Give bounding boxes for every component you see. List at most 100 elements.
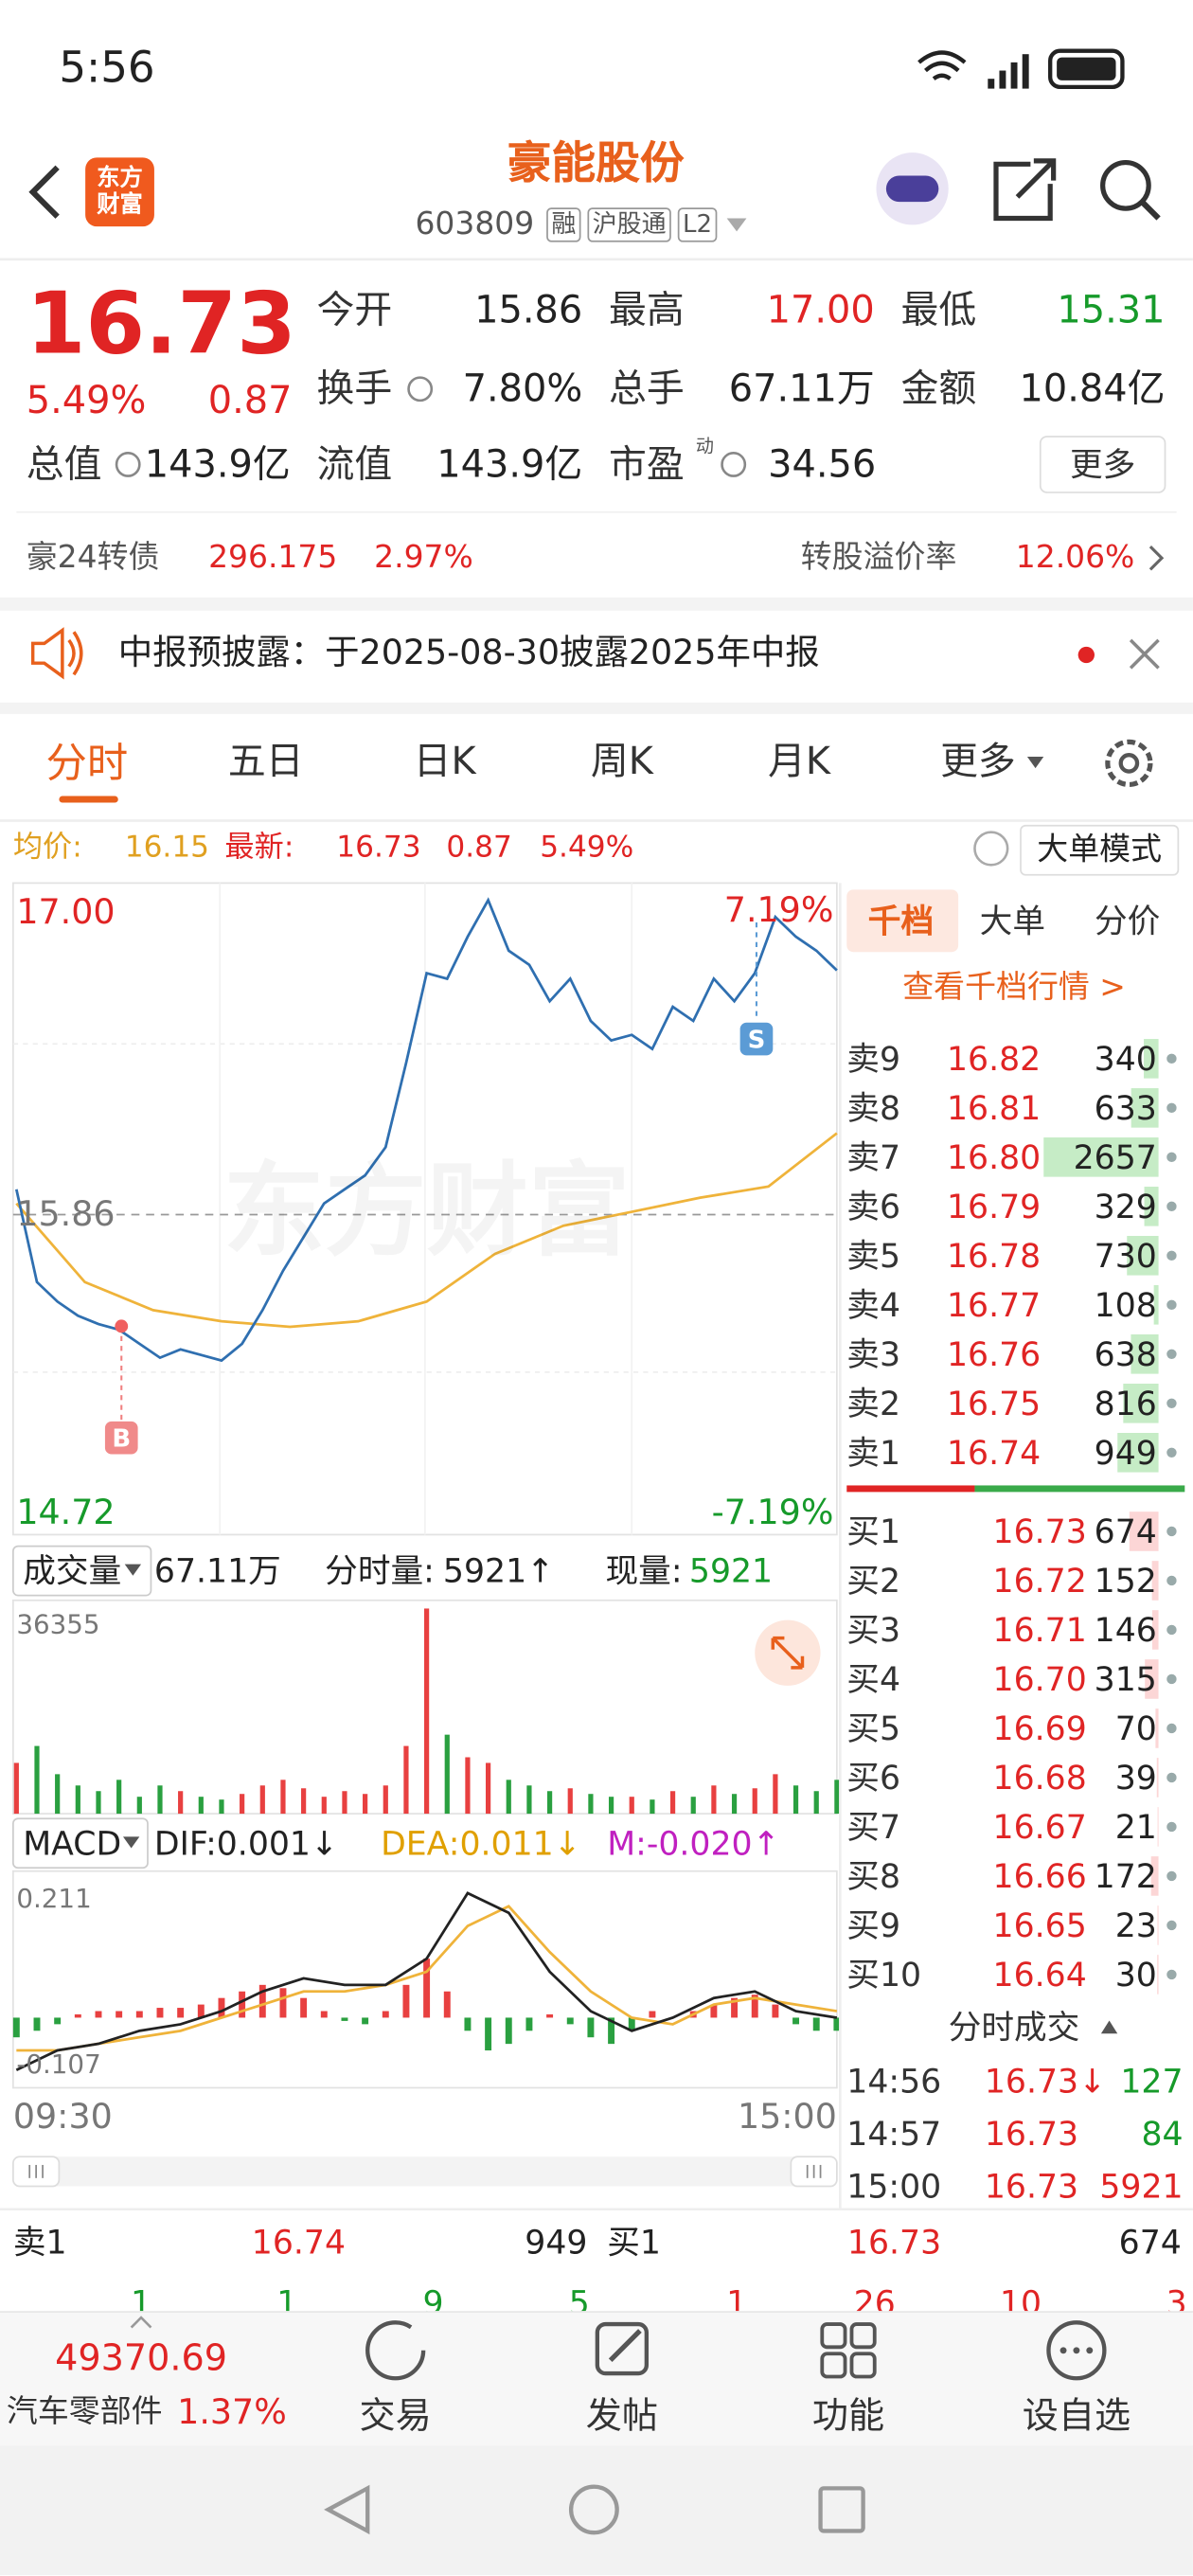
more-button[interactable]: 更多 <box>1069 444 1136 485</box>
stock-tag: L2 <box>677 207 718 242</box>
price-line <box>14 897 838 1363</box>
volume-selector <box>11 1545 152 1597</box>
tag-dropdown <box>726 218 747 232</box>
change-pct: 5.49% <box>26 380 147 423</box>
book-divider <box>846 1485 975 1493</box>
volume-bar <box>669 1791 676 1815</box>
volume-bar <box>116 1780 122 1815</box>
mode-button[interactable]: 大单模式 <box>1037 831 1163 868</box>
signal-icon <box>1022 54 1029 89</box>
macd-label[interactable]: MACD <box>23 1823 122 1864</box>
book-volume: 638 <box>1094 1334 1157 1374</box>
book-tab[interactable]: 大单 <box>979 901 1045 941</box>
nav-item[interactable]: 交易 <box>359 2396 432 2438</box>
sell-marker <box>739 1022 774 1056</box>
change: 0.87 <box>207 380 293 423</box>
field-value: 15.86 <box>474 289 583 332</box>
book-level: 卖7 <box>846 1137 901 1177</box>
volume-cur-label: 分时量: <box>325 1550 435 1591</box>
nav-item[interactable]: 发帖 <box>585 2396 658 2438</box>
book-dot <box>1166 1250 1177 1261</box>
chart-tab[interactable]: 周K <box>590 741 653 784</box>
depth-bar <box>1153 1285 1159 1325</box>
chevron <box>1148 546 1165 571</box>
status-time: 5:56 <box>59 44 155 94</box>
wifi-icon <box>917 50 967 80</box>
sell-marker-label: S <box>747 1025 766 1055</box>
y-tick-label: 0.211 <box>16 1882 92 1914</box>
logo-text: 东方财富 <box>97 165 143 219</box>
volume-bar <box>752 1788 757 1815</box>
tab-dropdown <box>1026 756 1044 769</box>
func-icon <box>849 2352 877 2379</box>
book-volume: 152 <box>1094 1561 1157 1601</box>
x-tick-label: 15:00 <box>737 2097 837 2137</box>
macd-bar <box>464 2017 472 2031</box>
field-label: 金额 <box>900 368 977 412</box>
book-dot <box>1166 1870 1177 1882</box>
buy-marker-dot <box>115 1319 129 1333</box>
field-value: 17.00 <box>766 289 875 332</box>
volume-total: 67.11万 <box>153 1550 281 1591</box>
trade-volume: 127 <box>1120 2061 1184 2102</box>
nav-item[interactable]: 设自选 <box>1022 2396 1131 2438</box>
index-caret <box>130 2316 152 2329</box>
book-tab[interactable]: 分价 <box>1094 901 1161 941</box>
stock-tag: 融 <box>546 207 581 242</box>
macd-bar <box>423 1959 431 2018</box>
book-dot <box>1166 1723 1177 1734</box>
depth-bar <box>1129 1512 1159 1551</box>
gap <box>0 597 1193 611</box>
macd-dea: DEA:0.011↓ <box>381 1823 581 1864</box>
level-label: 卖1 <box>12 2222 67 2263</box>
trade-time: 15:00 <box>846 2166 942 2207</box>
depth-bar <box>1150 1856 1159 1896</box>
premium-value: 12.06% <box>1015 539 1135 576</box>
chart-tab[interactable]: 月K <box>768 741 831 784</box>
watch-icon <box>1059 2347 1067 2354</box>
chart-tab[interactable]: 日K <box>413 741 476 784</box>
scrollbar <box>12 2156 837 2187</box>
volume-bar <box>629 1797 634 1815</box>
macd-selector <box>11 1817 149 1869</box>
stock-title: 豪能股份 <box>507 138 685 190</box>
pct-label: 7.19% <box>723 890 834 930</box>
dif-line <box>15 1891 838 2072</box>
book-volume: 146 <box>1094 1610 1157 1650</box>
book-tab[interactable]: 千档 <box>867 901 935 941</box>
chart-tab[interactable]: 五日 <box>227 741 304 784</box>
trade-volume: 5921 <box>1099 2166 1184 2207</box>
book-volume: 23 <box>1114 1905 1157 1945</box>
macd-bar <box>218 1997 225 2018</box>
last-price: 16.73 <box>26 276 296 375</box>
field-label: 总值 <box>26 443 102 487</box>
trade-price: 16.73 <box>984 2166 1079 2207</box>
trades-title: 分时成交 <box>948 2007 1080 2048</box>
volume-bar <box>363 1794 368 1815</box>
book-price: 16.73 <box>992 1512 1087 1551</box>
macd-bar <box>197 2004 205 2018</box>
system-home <box>568 2484 619 2535</box>
field-label: 总手 <box>608 368 685 412</box>
chart-tab[interactable]: 更多 <box>940 741 1016 784</box>
book-link[interactable]: 查看千档行情 > <box>902 969 1126 1006</box>
signal-icon <box>1010 62 1018 89</box>
volume-bar <box>526 1785 532 1815</box>
nav-item[interactable]: 功能 <box>811 2396 885 2438</box>
pct-label: -7.19% <box>711 1493 834 1532</box>
depth-bar <box>1117 1432 1159 1473</box>
book-price: 16.69 <box>992 1708 1087 1748</box>
macd-bar <box>33 2017 41 2031</box>
volume-label[interactable]: 成交量 <box>23 1550 122 1591</box>
field-value: 34.56 <box>768 443 877 487</box>
book-dot <box>1166 1053 1177 1064</box>
book-price: 16.79 <box>946 1187 1042 1226</box>
macd-bar <box>710 2004 718 2018</box>
chart-tab[interactable]: 分时 <box>45 739 129 788</box>
book-dot <box>1166 1920 1177 1931</box>
depth-bar <box>1157 1807 1159 1847</box>
volume-bar <box>321 1797 327 1815</box>
notice-text[interactable]: 中报预披露：于2025-08-30披露2025年中报 <box>117 633 820 672</box>
book-volume: 172 <box>1094 1856 1157 1896</box>
volume-bar <box>136 1797 142 1815</box>
